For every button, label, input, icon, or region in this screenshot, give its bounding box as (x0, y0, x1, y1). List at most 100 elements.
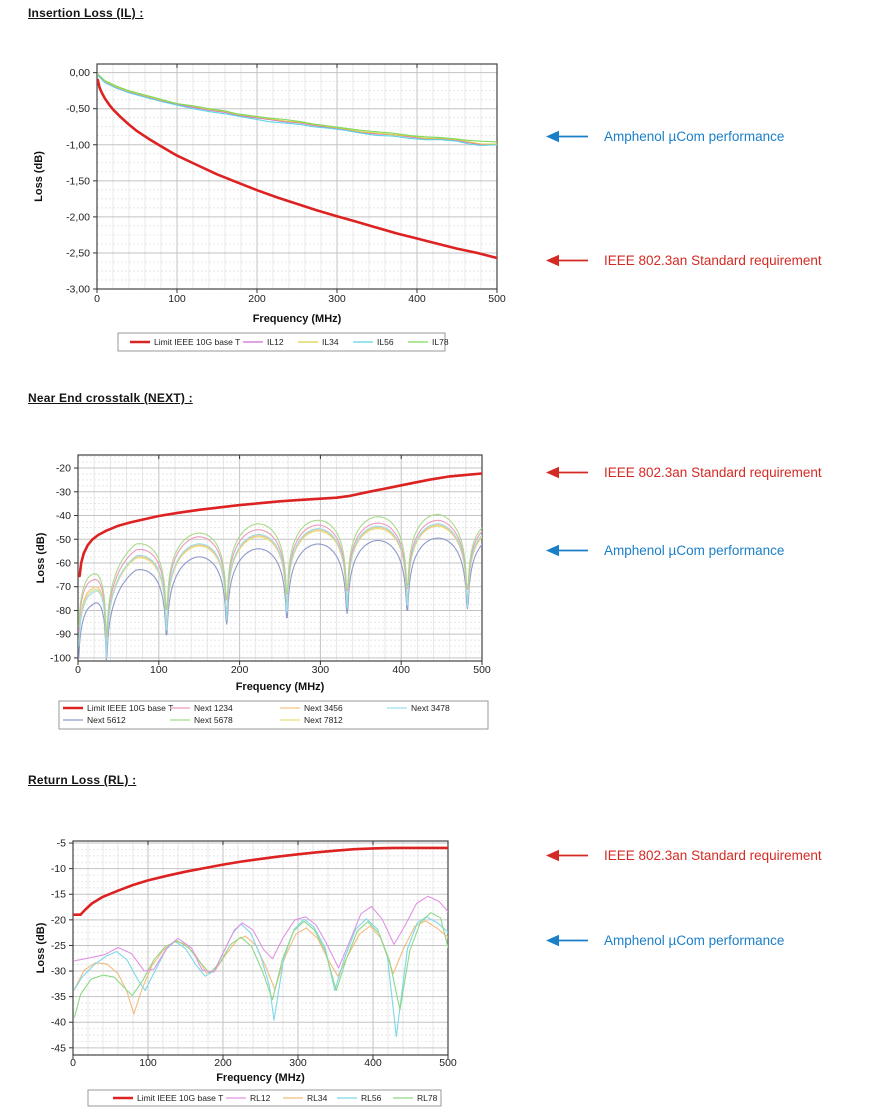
svg-text:-25: -25 (51, 940, 66, 952)
svg-text:200: 200 (231, 664, 249, 676)
section-title-insertion-loss: Insertion Loss (IL) : (28, 6, 144, 20)
left-arrow-icon (546, 130, 588, 143)
svg-text:300: 300 (312, 664, 330, 676)
series-il12 (97, 74, 497, 146)
svg-text:-60: -60 (56, 557, 71, 569)
svg-text:400: 400 (392, 664, 410, 676)
svg-text:100: 100 (139, 1057, 157, 1069)
left-arrow-icon (546, 934, 588, 947)
annotation-label: IEEE 802.3an Standard requirement (604, 253, 822, 268)
series-limit-ieee-10g-base-t (73, 846, 448, 916)
svg-text:0,00: 0,00 (70, 67, 91, 79)
svg-text:400: 400 (408, 293, 426, 305)
svg-text:Frequency (MHz): Frequency (MHz) (216, 1072, 305, 1084)
svg-text:IL78: IL78 (432, 337, 449, 347)
legend-box (117, 332, 446, 352)
svg-text:Next 5678: Next 5678 (194, 715, 233, 725)
annotation-label: IEEE 802.3an Standard requirement (604, 465, 822, 480)
svg-text:-2,50: -2,50 (66, 247, 90, 259)
svg-text:Next 5612: Next 5612 (87, 715, 126, 725)
left-arrow-icon (546, 544, 588, 557)
svg-text:-50: -50 (56, 534, 71, 546)
svg-text:-0,50: -0,50 (66, 103, 90, 115)
left-arrow-icon (546, 254, 588, 267)
svg-text:-30: -30 (56, 486, 71, 498)
svg-text:-40: -40 (51, 1017, 66, 1029)
svg-text:RL12: RL12 (250, 1093, 271, 1103)
series-limit-ieee-10g-base-t (97, 78, 497, 260)
insertion-loss-chart: 0 100 200 300 400 500 0,00 -0,50 -1,00 -1,50 -2,00… (33, 63, 506, 352)
annotation-label: IEEE 802.3an Standard requirement (604, 848, 822, 863)
series-limit-ieee-10g-base-t (78, 472, 482, 578)
svg-text:Next 3478: Next 3478 (411, 703, 450, 713)
svg-text:Limit IEEE 10G base T: Limit IEEE 10G base T (137, 1093, 223, 1103)
svg-text:-15: -15 (51, 889, 66, 901)
svg-text:-100: -100 (50, 652, 71, 664)
svg-text:RL34: RL34 (307, 1093, 328, 1103)
series-next-3478 (78, 523, 482, 659)
svg-text:Loss (dB): Loss (dB) (35, 532, 47, 583)
series-rl78 (73, 912, 448, 1018)
svg-text:300: 300 (328, 293, 346, 305)
svg-text:-3,00: -3,00 (66, 284, 90, 296)
svg-text:-40: -40 (56, 510, 71, 522)
svg-text:-20: -20 (51, 914, 66, 926)
svg-text:400: 400 (364, 1057, 382, 1069)
section-title-next: Near End crosstalk (NEXT) : (28, 391, 193, 405)
svg-text:-1,00: -1,00 (66, 139, 90, 151)
svg-text:500: 500 (473, 664, 491, 676)
return-loss-chart: 0 100 200 300 400 500 -5 -10 -15 -20 -25 -30 -35 -40 -… (35, 838, 457, 1107)
annotation-rl-performance: Amphenol µCom performance (546, 933, 784, 948)
svg-text:100: 100 (168, 293, 186, 305)
svg-text:-1,50: -1,50 (66, 175, 90, 187)
svg-text:Limit IEEE 10G base T: Limit IEEE 10G base T (154, 337, 240, 347)
svg-text:300: 300 (289, 1057, 307, 1069)
svg-text:-35: -35 (51, 991, 66, 1003)
svg-text:-70: -70 (56, 581, 71, 593)
svg-text:Frequency (MHz): Frequency (MHz) (236, 681, 325, 693)
svg-text:-2,00: -2,00 (66, 211, 90, 223)
svg-text:100: 100 (150, 664, 168, 676)
svg-text:Loss (dB): Loss (dB) (35, 922, 47, 973)
svg-text:-5: -5 (57, 838, 66, 850)
annotation-label: Amphenol µCom performance (604, 129, 785, 144)
svg-text:Next 3456: Next 3456 (304, 703, 343, 713)
svg-text:Frequency (MHz): Frequency (MHz) (253, 313, 342, 325)
annotation-il-standard: IEEE 802.3an Standard requirement (546, 253, 822, 268)
svg-text:Loss (dB): Loss (dB) (33, 151, 45, 202)
series-next-5678 (78, 513, 482, 638)
series-next-5612 (78, 537, 482, 661)
series-rl56 (73, 916, 448, 1038)
left-arrow-icon (546, 849, 588, 862)
svg-text:-30: -30 (51, 966, 66, 978)
series-next-1234 (78, 519, 482, 638)
svg-text:-90: -90 (56, 629, 71, 641)
next-chart: 0 100 200 300 400 500 -20 -30 -40 -50 -60 -70 -80 -90… (35, 454, 491, 730)
svg-text:500: 500 (488, 293, 506, 305)
section-title-return-loss: Return Loss (RL) : (28, 773, 137, 787)
series-il34 (97, 73, 497, 145)
svg-text:IL56: IL56 (377, 337, 394, 347)
legend-box (58, 700, 489, 730)
svg-text:0: 0 (70, 1057, 76, 1069)
series-il56 (97, 74, 497, 147)
svg-text:-80: -80 (56, 605, 71, 617)
svg-text:200: 200 (214, 1057, 232, 1069)
svg-text:RL56: RL56 (361, 1093, 382, 1103)
annotation-label: Amphenol µCom performance (604, 933, 785, 948)
svg-text:IL12: IL12 (267, 337, 284, 347)
svg-text:Next 1234: Next 1234 (194, 703, 233, 713)
left-arrow-icon (546, 466, 588, 479)
annotation-next-performance: Amphenol µCom performance (546, 543, 784, 558)
svg-text:500: 500 (439, 1057, 457, 1069)
svg-text:Limit IEEE 10G base T: Limit IEEE 10G base T (87, 703, 173, 713)
annotation-il-performance: Amphenol µCom performance (546, 129, 784, 144)
annotation-label: Amphenol µCom performance (604, 543, 785, 558)
svg-text:Next 7812: Next 7812 (304, 715, 343, 725)
series-rl12 (73, 895, 448, 973)
svg-text:0: 0 (94, 293, 100, 305)
annotation-next-standard: IEEE 802.3an Standard requirement (546, 465, 822, 480)
svg-text:-45: -45 (51, 1042, 66, 1054)
annotation-rl-standard: IEEE 802.3an Standard requirement (546, 848, 822, 863)
